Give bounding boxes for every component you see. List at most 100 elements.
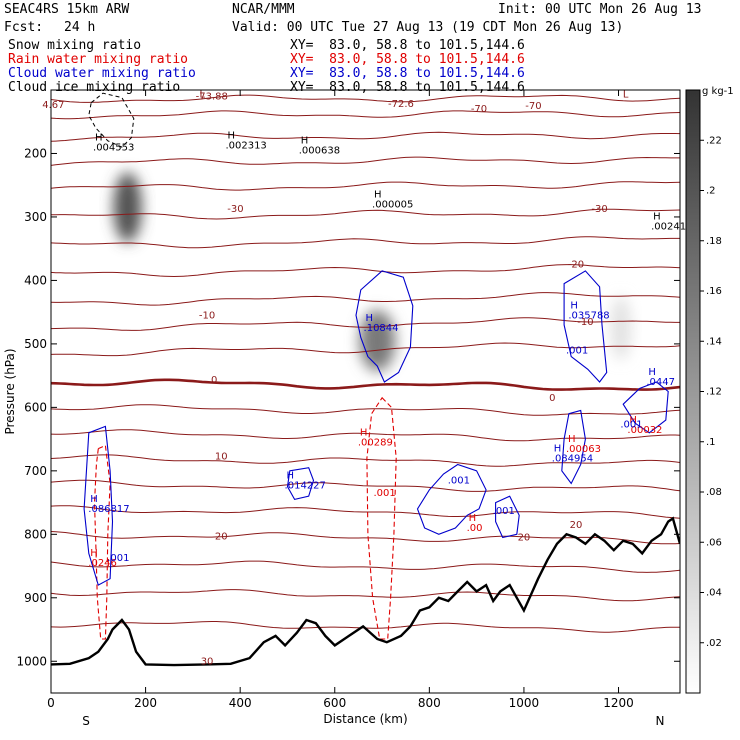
axes: 0 200 400 600 800 1000 12001000900800700600500… [3,89,681,728]
forecast-label: Fcst: [4,20,44,35]
x-axis-title: Distance (km) [323,712,407,726]
valid-time: Valid: 00 UTC Tue 27 Aug 13 (19 CDT Mon … [232,20,624,35]
isotherm-label-11: 0 [211,375,217,386]
extra-label-10: 20 [570,520,583,531]
maximum-value-20: .0246 [88,558,117,569]
x-tick-label-6: 1200 [603,696,634,710]
x-tick-label-0: 0 [47,696,55,710]
isotherm-11 [51,378,680,391]
maximum-marker-6: H [570,301,578,312]
maximum-value-13: .001 [620,420,642,431]
colorbar-ramp [685,89,701,694]
isotherm-6 [51,236,680,249]
init-time: Init: 00 UTC Mon 26 Aug 13 [498,2,702,17]
legend-snow-name: Snow mixing ratio [8,38,142,53]
colorbar-label-7: .16 [706,286,722,297]
isotherm-3 [51,156,680,166]
colorbar-label-2: .06 [706,537,722,548]
y-tick-label-1: 900 [24,591,47,605]
x-tick-label-2: 400 [229,696,252,710]
model-title: SEAC4RS 15km ARW [4,2,130,17]
cloud-water-outline-1 [563,270,608,383]
cloud-water-contours [83,270,669,586]
maximum-marker-5: H [366,313,374,324]
extra-label-2: -72.6 [388,99,414,110]
y-tick-label-4: 600 [24,400,47,414]
maximum-marker-2: H [301,135,309,146]
isotherm-5 [51,208,680,220]
extra-label-8: 0 [549,393,555,404]
isotherm-20 [51,621,680,633]
legend-snow-xy: XY= 83.0, 58.8 to 101.5,144.6 [290,38,525,53]
y-tick-label-0: 1000 [16,654,47,668]
maximum-marker-11: H [568,434,576,445]
maximum-marker-9: H [360,427,368,438]
isotherm-label-0: -73.88 [196,92,228,103]
legend-cloudwater-xy: XY= 83.0, 58.8 to 101.5,144.6 [290,66,525,81]
maximum-value-4: .00241 [651,222,686,233]
maximum-marker-19: H [90,494,98,505]
maximum-marker-14: H [554,443,562,454]
rain-outline-0 [366,396,397,640]
cloud-water-outline-6 [416,463,487,535]
snow-maximum-0 [113,172,142,243]
extra-label-5: L [623,90,629,101]
cloud-ice-contours [88,92,135,148]
maximum-marker-0: H [95,132,103,143]
maximum-value-0: .004553 [93,142,134,153]
extra-label-4: -70 [525,101,541,112]
cloud-water-outline-7 [495,495,520,539]
colorbar-label-4: .1 [706,437,716,448]
isotherm-label-4: -30 [227,204,243,215]
colorbar-label-5: .12 [706,387,722,398]
colorbar: .02 .04 .06 .08 .1 .12 .14 .16 .18 .2 .22 g kg-1 [685,86,734,694]
cloud-water-outline-3 [561,409,586,485]
rain-contours [93,396,397,640]
isotherm-12 [51,404,680,416]
cloud-water-outline-0 [355,270,414,383]
maximum-value-10: .001 [373,488,395,499]
isotherm-label-17: 20 [215,531,228,542]
extra-label-6: -30 [591,204,607,215]
cloud-water-outline-2 [622,381,669,434]
maximum-value-15: .014227 [285,481,326,492]
maximum-marker-1: H [227,130,235,141]
colorbar-label-1: .04 [706,588,722,599]
colorbar-unit: g kg-1 [702,86,734,97]
extra-label-3: -70 [471,104,487,115]
snow-maximum-2 [610,296,632,360]
maximum-value-7: .001 [566,345,588,356]
center-title: NCAR/MMM [232,2,295,17]
terrain-profile [51,516,680,667]
y-tick-label-8: 200 [24,146,47,160]
isotherm-8 [51,292,680,306]
isotherm-18 [51,560,680,573]
maximum-value-18: .00 [467,523,483,534]
temperature-contours [51,94,680,633]
maximum-value-11: .00063 [566,444,601,455]
colorbar-label-6: .14 [706,336,722,347]
maximum-value-6: .035788 [568,311,609,322]
maximum-marker-15: H [287,471,295,482]
maximum-value-16: .001 [448,476,470,487]
isotherm-14 [51,454,680,467]
y-tick-label-2: 800 [24,527,47,541]
isotherm-0 [51,94,680,103]
cloud-water-outline-5 [83,425,114,586]
endpoint-left: S [82,714,90,728]
maximum-marker-4: H [653,212,661,223]
isotherm-4 [51,181,680,191]
maximum-value-9: .00289 [358,437,393,448]
maximum-marker-3: H [374,189,382,200]
isotherm-label-8: -10 [199,311,215,322]
maximum-value-12: .00032 [627,425,662,436]
extra-label-1: L [200,90,206,101]
colorbar-label-3: .08 [706,487,722,498]
extra-label-9: 20 [518,533,531,544]
maximum-marker-18: H [469,513,477,524]
endpoint-right: N [656,714,665,728]
isotherm-19 [51,589,680,602]
contour-labels: -73.88 -30 -20 -10 0 10 20 4.67 L -72.6 -70 -70 L -30… [42,90,686,668]
isotherm-16 [51,505,680,519]
